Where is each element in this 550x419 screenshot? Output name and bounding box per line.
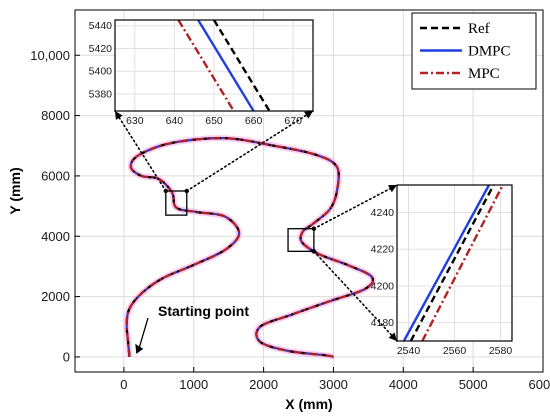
x-tick-label: 5000 xyxy=(459,377,488,392)
inset-zoom-right: 2540 2560 2580 4180 4200 4220 4240 xyxy=(371,184,513,357)
x-tick-label: 6000 xyxy=(529,377,550,392)
inset-y-tick-label: 4180 xyxy=(371,317,395,329)
y-tick-label: 10,000 xyxy=(30,48,70,63)
inset-series-mpc xyxy=(421,184,504,342)
y-tick-label: 2000 xyxy=(41,289,70,304)
zoom-connector-arrowhead xyxy=(115,111,123,120)
legend-label-mpc: MPC xyxy=(468,66,500,82)
legend: Ref DMPC MPC xyxy=(411,12,537,90)
inset-y-tick-label: 5400 xyxy=(89,66,113,78)
start-arrow-head xyxy=(135,343,144,354)
inset-x-tick-label: 650 xyxy=(205,115,223,127)
zoom-connector-arrowhead xyxy=(388,185,397,193)
x-tick-label: 1000 xyxy=(179,377,208,392)
inset-x-tick-label: 2580 xyxy=(489,345,513,357)
zoom-connector xyxy=(114,110,167,192)
inset-zoom-top: 630 640 650 660 670 5380 5400 5420 5440 xyxy=(89,19,314,127)
inset-y-tick-label: 4200 xyxy=(371,280,395,292)
inset-y-tick-label: 5380 xyxy=(89,88,113,100)
plot-frame xyxy=(74,9,544,373)
inset-series-mpc xyxy=(177,19,235,112)
zoom-box-1 xyxy=(165,190,188,216)
zoom-connector-start xyxy=(311,249,317,254)
zoom-box-2 xyxy=(287,228,315,252)
y-axis-label: Y (mm) xyxy=(7,167,23,214)
y-tick-label: 0 xyxy=(63,349,70,364)
zoom-connector-arrowhead xyxy=(304,111,313,119)
zoom-connector-start xyxy=(311,226,317,231)
zoom-connector-start xyxy=(184,188,189,194)
zoom-connector-start xyxy=(163,188,169,194)
y-tick-label: 8000 xyxy=(41,108,70,123)
y-tick-label: 4000 xyxy=(41,229,70,244)
zoom-connector-arrowhead xyxy=(388,332,397,341)
series-line-mpc xyxy=(125,137,375,358)
inset-series-dmpc xyxy=(197,19,255,112)
x-tick-label: 4000 xyxy=(389,377,418,392)
x-tick-label: 3000 xyxy=(319,377,348,392)
inset-series-ref xyxy=(409,184,495,342)
inset-series-dmpc xyxy=(402,184,491,342)
x-tick-label: 0 xyxy=(120,377,127,392)
inset-x-tick-label: 670 xyxy=(284,115,302,127)
zoom-connectors xyxy=(114,110,398,342)
x-tick-label: 2000 xyxy=(249,377,278,392)
zoom-connector xyxy=(313,184,398,230)
inset-frame xyxy=(396,184,513,342)
inset-y-tick-label: 5420 xyxy=(89,43,113,55)
inset-x-tick-label: 2560 xyxy=(443,345,467,357)
inset-x-tick-label: 640 xyxy=(166,115,184,127)
y-tick-label: 6000 xyxy=(41,168,70,183)
inset-frame xyxy=(114,19,314,112)
start-arrow-line xyxy=(137,317,149,352)
inset-y-tick-label: 5440 xyxy=(89,20,113,32)
inset-x-tick-label: 660 xyxy=(245,115,263,127)
x-axis-label: X (mm) xyxy=(285,396,332,412)
inset-x-tick-label: 630 xyxy=(126,115,144,127)
inset-series-ref xyxy=(212,19,271,112)
legend-label-ref: Ref xyxy=(468,21,490,37)
inset-y-tick-label: 4220 xyxy=(371,244,395,256)
start-annotation: Starting point xyxy=(158,303,249,319)
legend-label-dmpc: DMPC xyxy=(468,44,511,60)
inset-x-tick-label: 2540 xyxy=(397,345,421,357)
inset-y-tick-label: 4240 xyxy=(371,207,395,219)
